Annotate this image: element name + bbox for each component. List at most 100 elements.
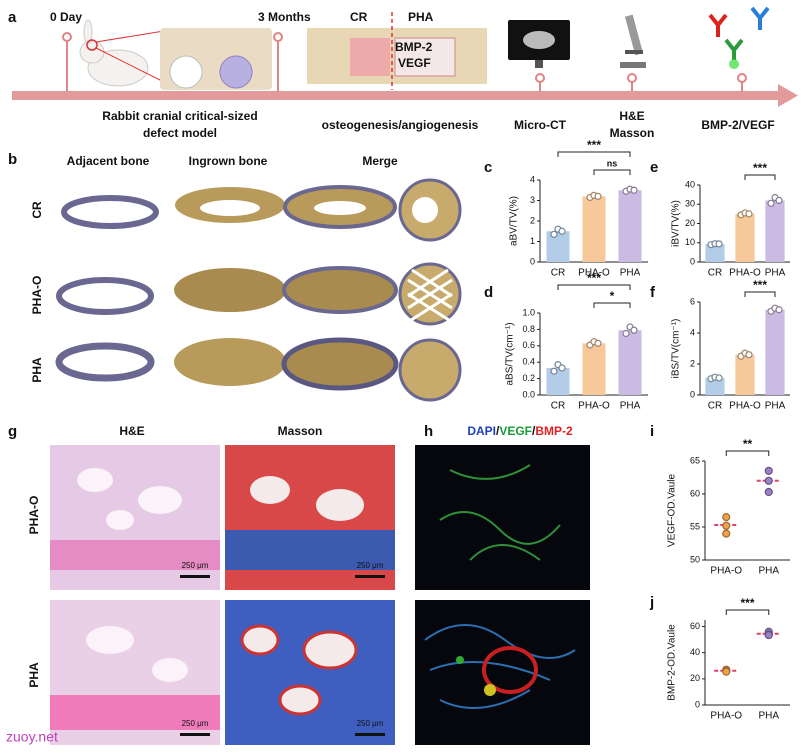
data-point	[630, 326, 638, 334]
data-point	[722, 529, 731, 538]
step-label: BMP-2/VEGF	[701, 118, 774, 132]
y-tick-label: 0	[690, 389, 695, 399]
data-point	[594, 339, 602, 347]
column-header: Ingrown bone	[189, 154, 268, 168]
data-point	[550, 367, 558, 375]
column-header: Merge	[362, 154, 398, 168]
y-tick-label: 20	[685, 218, 695, 228]
stain: DAPI	[467, 424, 496, 438]
scale-bar-label: 250 μm	[357, 561, 384, 570]
y-tick-label: 3	[530, 195, 535, 205]
x-tick-label: PHA	[765, 268, 786, 279]
y-axis-label: iBS/TV(cm⁻¹)	[671, 319, 682, 379]
x-tick-label: CR	[708, 268, 722, 279]
x-tick-label: PHA	[620, 268, 641, 279]
group-label: CR	[350, 10, 368, 24]
row-label: PHA	[30, 357, 44, 383]
data-point	[764, 476, 773, 485]
significance-label: ***	[587, 138, 601, 152]
x-tick-label: PHA-O	[710, 711, 742, 722]
watermark: zuoy.net	[6, 729, 58, 745]
y-tick-label: 0.8	[522, 324, 535, 334]
panel-label: f	[650, 284, 656, 301]
y-tick-label: 0	[690, 256, 695, 266]
x-tick-label: PHA	[758, 566, 779, 577]
data-point	[722, 512, 731, 522]
bar	[735, 354, 755, 395]
x-tick-label: PHA	[620, 401, 641, 412]
y-tick-label: 0	[695, 699, 700, 709]
y-tick-label: 60	[690, 488, 700, 498]
y-tick-label: 0.4	[522, 357, 535, 367]
significance-bracket	[557, 151, 631, 157]
column-header: Masson	[278, 424, 323, 438]
pin-head	[62, 32, 72, 42]
y-axis-label: aBS/TV(cm⁻¹)	[505, 322, 516, 385]
panel-label: j	[649, 594, 654, 611]
scale-bar-label: 250 μm	[182, 561, 209, 570]
significance-bracket	[744, 291, 776, 297]
y-tick-label: 20	[690, 673, 700, 683]
significance-bracket	[725, 609, 770, 615]
step-label: Rabbit cranial critical-sized	[102, 109, 257, 123]
group-label: PHA	[408, 10, 434, 24]
panel-label: g	[8, 423, 17, 440]
significance-label: *	[610, 289, 615, 303]
arrow-head	[778, 84, 798, 107]
significance-bracket	[725, 450, 770, 456]
data-point	[764, 487, 773, 497]
panel-label: a	[8, 9, 17, 26]
rabbit-illustration	[79, 19, 171, 87]
significance-label: ***	[587, 271, 601, 285]
row-label: PHA-O	[30, 276, 44, 315]
data-point	[594, 192, 602, 200]
y-tick-label: 0.6	[522, 340, 535, 350]
y-axis-label: aBV/TV(%)	[509, 196, 520, 246]
y-tick-label: 55	[690, 521, 700, 531]
data-point	[767, 199, 775, 207]
x-tick-label: PHA-O	[578, 401, 610, 412]
significance-bracket	[744, 174, 776, 180]
step-label: H&E	[619, 109, 644, 123]
pins	[535, 73, 747, 91]
y-axis-label: BMP-2-OD.Vaule	[667, 624, 678, 701]
column-header: Adjacent bone	[67, 154, 150, 168]
microct-images	[55, 178, 462, 402]
significance-label: **	[743, 437, 753, 451]
factor-label: VEGF	[398, 56, 431, 70]
step-label: Masson	[610, 126, 655, 140]
scale-bar-label: 250 μm	[357, 719, 384, 728]
y-axis-label: iBV/TV(%)	[671, 200, 682, 247]
y-tick-label: 40	[690, 647, 700, 657]
monitor-illustration	[508, 20, 570, 68]
y-tick-label: 0	[530, 256, 535, 266]
y-axis-label: VEGF-OD.Vaule	[667, 473, 678, 547]
separator: /	[496, 424, 500, 438]
y-tick-label: 50	[690, 554, 700, 564]
data-point	[745, 351, 753, 359]
histology-images	[50, 445, 395, 745]
x-tick-label: PHA	[758, 711, 779, 722]
y-tick-label: 4	[530, 174, 535, 184]
panel-label: d	[484, 284, 493, 301]
data-point	[630, 186, 638, 194]
bar	[546, 367, 570, 395]
panel-label: c	[484, 159, 492, 176]
y-tick-label: 65	[690, 455, 700, 465]
stain: BMP-2	[535, 424, 573, 438]
skull-illustration	[160, 28, 272, 90]
row-label: PHA-O	[27, 496, 41, 535]
factor-label: BMP-2	[395, 40, 433, 54]
data-point	[745, 210, 753, 218]
row-label: CR	[30, 201, 44, 219]
step-label: Micro-CT	[514, 118, 567, 132]
data-point	[764, 630, 773, 640]
data-point	[722, 667, 731, 676]
data-point	[622, 329, 630, 338]
fluorescence-images	[415, 445, 590, 745]
data-point	[722, 521, 731, 530]
bar	[582, 196, 606, 262]
x-tick-label: PHA-O	[729, 401, 761, 412]
y-tick-label: 1.0	[522, 307, 535, 317]
